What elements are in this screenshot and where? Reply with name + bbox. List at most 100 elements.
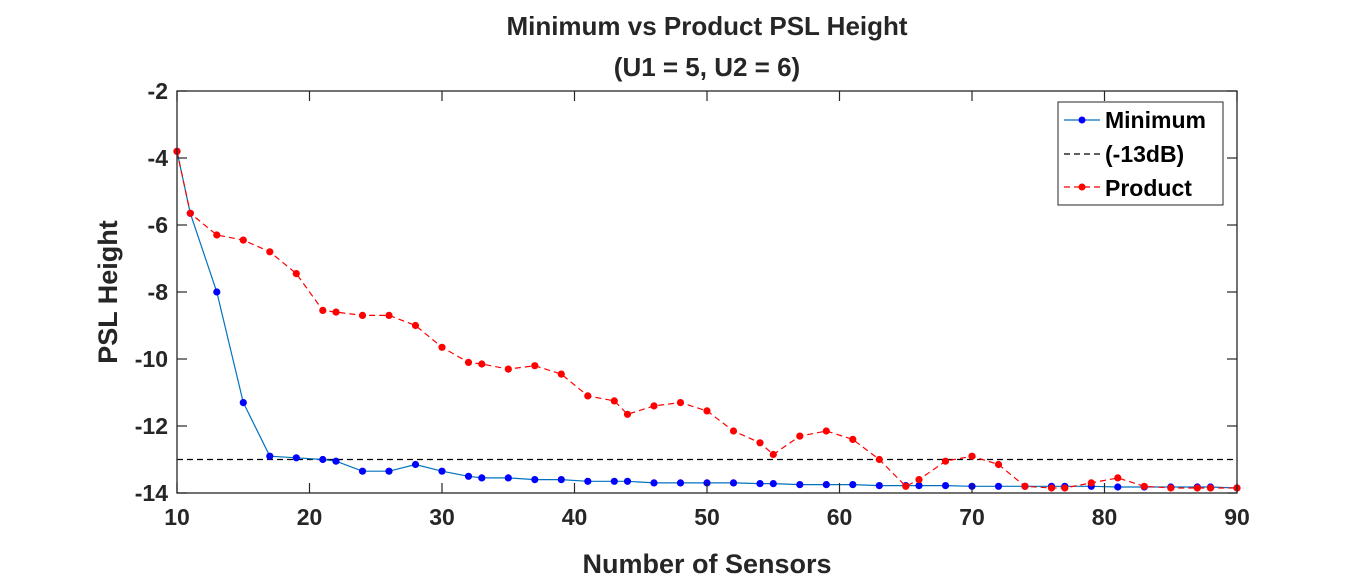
series-minimum-point	[729, 479, 738, 487]
series-product-point	[319, 306, 327, 314]
series-product-point	[464, 358, 473, 366]
series-minimum-point	[319, 455, 327, 464]
y-tick-label: -6	[148, 212, 168, 238]
series-product-point	[1087, 479, 1095, 487]
series-product-point	[902, 482, 910, 490]
series-minimum-point	[769, 480, 777, 488]
series-minimum-point	[623, 477, 632, 485]
series-product-point	[504, 365, 512, 373]
x-tick-label: 60	[827, 504, 853, 530]
series-product-point	[703, 407, 711, 415]
legend-label-threshold: (-13dB)	[1105, 141, 1184, 167]
x-tick-label: 80	[1092, 504, 1118, 530]
series-minimum-point	[385, 467, 393, 475]
y-tick-label: -2	[148, 78, 168, 104]
series-product-point	[875, 455, 883, 464]
series-minimum-point	[411, 460, 420, 469]
series-product-point	[1061, 484, 1069, 492]
series-minimum-point	[1114, 483, 1122, 491]
series-product-point	[1140, 482, 1148, 490]
series-minimum-point	[266, 452, 274, 460]
series-product-point	[849, 435, 857, 443]
series-minimum-point	[849, 481, 857, 489]
legend: Minimum (-13dB) Product	[1057, 101, 1224, 206]
series-minimum-point	[994, 482, 1003, 490]
series-minimum-point	[557, 476, 565, 484]
series-product-point	[557, 370, 565, 378]
series-product-point	[239, 236, 247, 244]
series-minimum-point	[650, 479, 658, 487]
series-product-point	[1047, 484, 1056, 492]
series-minimum-point	[438, 467, 446, 475]
series-product-point	[385, 311, 393, 319]
y-tick-label: -4	[148, 145, 169, 171]
x-axis-label: Number of Sensors	[582, 549, 831, 579]
series-minimum-point	[822, 481, 830, 489]
series-product-point	[411, 321, 420, 330]
series-product-point	[676, 399, 685, 407]
series-minimum-point	[239, 399, 247, 407]
series-product-point	[915, 476, 923, 484]
series-minimum-point	[796, 481, 804, 489]
series-product-point	[822, 427, 830, 435]
x-tick-label: 50	[694, 504, 720, 530]
series-minimum-point	[504, 474, 512, 482]
series-product-point	[796, 432, 804, 440]
y-tick-label: -8	[148, 279, 169, 305]
series-minimum-point	[941, 482, 950, 490]
series-minimum-point	[358, 467, 367, 475]
series-minimum-point	[584, 477, 592, 485]
series-product-point	[994, 460, 1003, 469]
y-tick-label: -12	[135, 413, 168, 439]
series-minimum-point	[756, 480, 764, 488]
x-tick-label: 20	[297, 504, 323, 530]
series-minimum-point	[531, 476, 539, 484]
legend-label-minimum: Minimum	[1105, 107, 1206, 133]
series-product-point	[584, 392, 592, 400]
series-product-point	[729, 427, 738, 435]
series-product-point	[1167, 484, 1175, 492]
series-product-point	[650, 402, 658, 410]
x-tick-label: 90	[1224, 504, 1250, 530]
series-product-point	[531, 362, 539, 370]
y-axis-label: PSL Height	[93, 220, 123, 364]
series-minimum-point	[915, 482, 923, 490]
series-product-point	[1206, 484, 1215, 492]
series-product-point	[1021, 482, 1029, 490]
series-product-point	[769, 450, 777, 459]
axis-ticks: 10 20 30 40 50 60 70 80 90 -14 -12 -10 -8 -6 -4 -2	[135, 78, 1250, 530]
series-minimum-point	[703, 479, 711, 487]
x-tick-label: 70	[959, 504, 985, 530]
x-tick-label: 10	[164, 504, 190, 530]
series-minimum-point	[676, 479, 685, 487]
series-product-point	[478, 360, 486, 368]
series-product-point	[332, 308, 340, 316]
series-minimum-point	[478, 474, 486, 482]
series-minimum-point	[213, 288, 221, 296]
series-product-point	[186, 209, 194, 217]
series-minimum-point	[610, 477, 618, 485]
series-product-point	[266, 248, 274, 256]
legend-marker-product	[1078, 183, 1086, 191]
chart-subtitle: (U1 = 5, U2 = 6)	[614, 52, 800, 82]
series-product-point	[1114, 474, 1122, 482]
series-product	[173, 147, 1241, 492]
series-product-point	[1193, 484, 1201, 492]
series-minimum-point	[875, 482, 883, 490]
series-product-point	[358, 311, 367, 319]
series-product-point	[968, 452, 976, 460]
legend-label-product: Product	[1105, 175, 1192, 201]
series-product-point	[610, 397, 618, 405]
legend-marker-minimum	[1078, 116, 1086, 124]
series-product-point	[292, 270, 300, 278]
series-product-point	[623, 410, 632, 418]
series-minimum-point	[464, 472, 473, 480]
series-product-point	[941, 457, 950, 465]
y-tick-label: -10	[135, 346, 168, 372]
y-tick-label: -14	[135, 480, 168, 506]
x-tick-label: 30	[429, 504, 455, 530]
plot-lines	[173, 147, 1241, 492]
series-product-point	[438, 343, 446, 351]
chart-title: Minimum vs Product PSL Height	[506, 11, 907, 41]
